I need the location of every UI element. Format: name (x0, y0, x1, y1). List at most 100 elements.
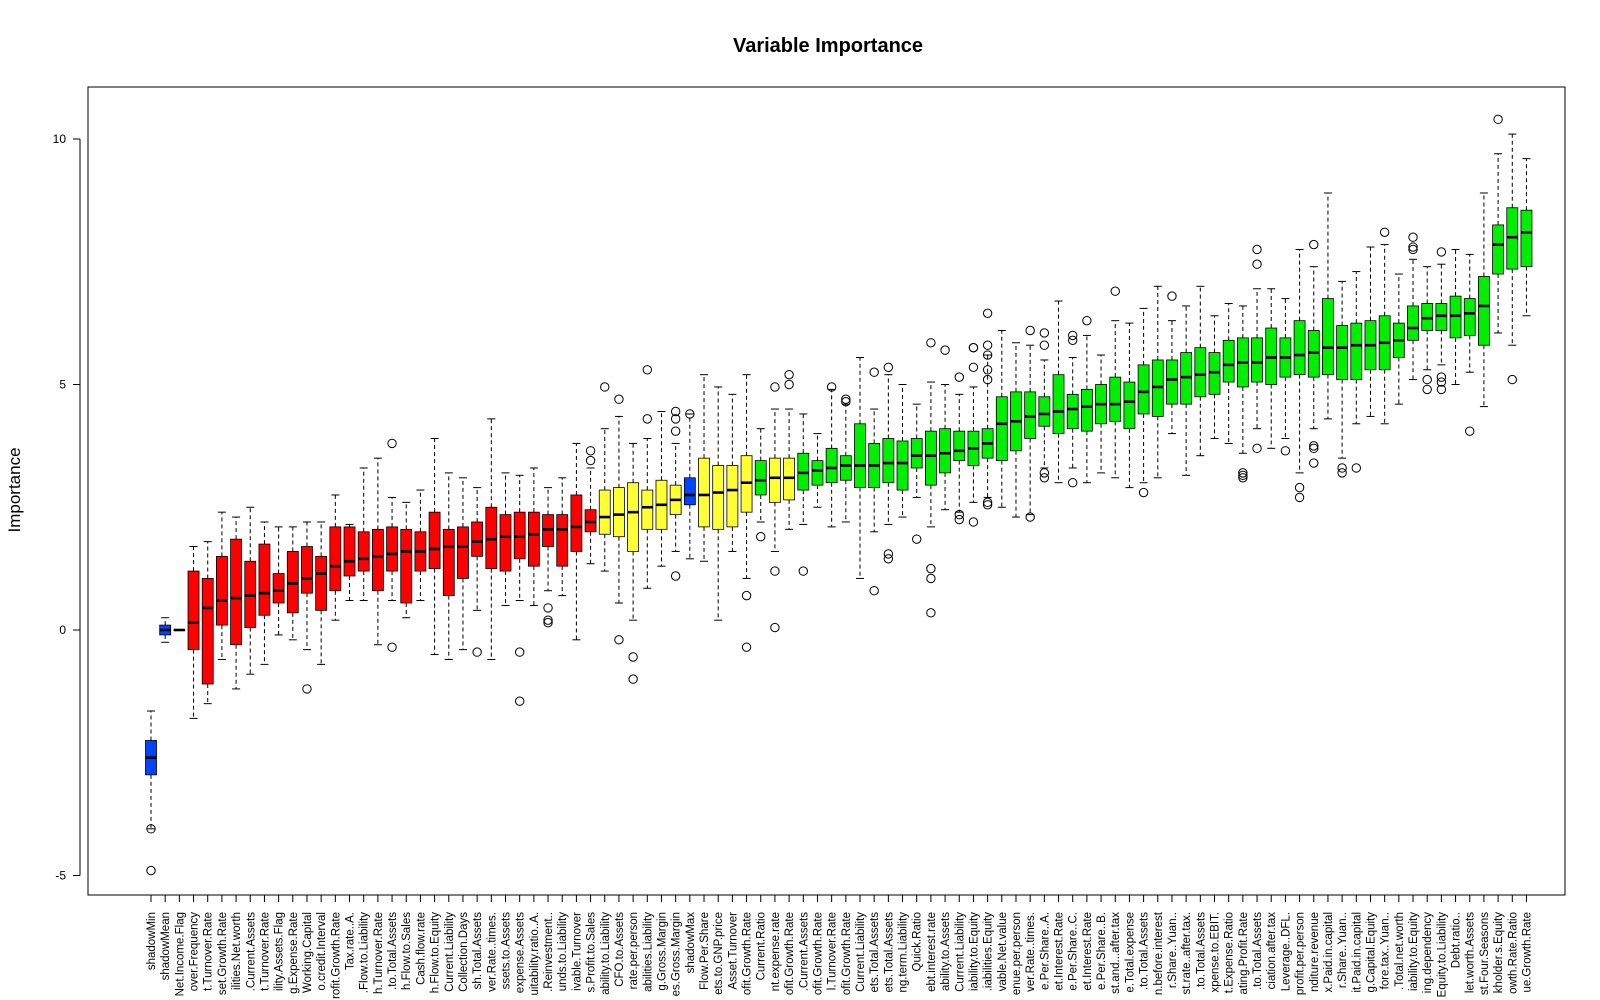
box-5 (215, 511, 228, 660)
outlier-point (1068, 330, 1078, 341)
box-86 (1364, 246, 1377, 417)
box-16 (371, 457, 384, 646)
x-tick-label: sh.Total.Assets (472, 912, 484, 990)
outlier-point (1408, 244, 1418, 255)
x-tick-label: n.before.interest (1153, 911, 1165, 995)
x-tick-label: vable.Net.value (997, 912, 1009, 991)
outlier-point (628, 674, 638, 684)
x-tick-label: e.Total.expense (1124, 912, 1136, 993)
outlier-point (982, 340, 993, 350)
x-tick-label: .to.Total.Assets (1252, 912, 1264, 990)
box-iqr (215, 555, 228, 626)
outlier-point (982, 350, 993, 360)
box-48 (825, 382, 838, 528)
box-94 (1478, 192, 1490, 408)
box-13 (329, 494, 342, 621)
x-tick-label: ebt.interest.rate (926, 912, 938, 992)
outlier-point (1422, 374, 1432, 385)
outlier-point (1068, 478, 1078, 488)
box-7 (244, 506, 257, 675)
x-tick-label: t.Turnover.Rate (203, 912, 215, 991)
box-6 (230, 516, 242, 690)
outlier-point (472, 647, 482, 657)
box-85 (1350, 271, 1363, 473)
box-iqr (939, 428, 951, 474)
box-iqr (910, 438, 923, 469)
box-iqr (315, 555, 328, 611)
x-tick-label: expense.Assets (515, 912, 527, 993)
box-42 (740, 374, 753, 652)
x-tick-label: g.Expense.Rate (288, 912, 300, 994)
box-54 (910, 403, 923, 544)
outlier-point (642, 365, 652, 375)
outlier-point (670, 406, 681, 417)
outlier-point (670, 571, 681, 581)
x-tick-label: ating.Profit.Rate (1238, 912, 1250, 994)
outlier-point (514, 647, 525, 657)
box-iqr (641, 489, 654, 530)
box-iqr (1478, 276, 1490, 346)
box-72 (1166, 291, 1178, 435)
box-50 (854, 356, 866, 579)
box-iqr (1080, 389, 1093, 432)
box-2 (173, 628, 186, 632)
box-55 (925, 338, 937, 618)
box-iqr (1066, 393, 1079, 430)
x-tick-label: e.Per.Share..C. (1068, 912, 1080, 991)
box-iqr (301, 546, 313, 594)
box-91 (1435, 247, 1448, 395)
box-3 (187, 546, 200, 719)
x-tick-label: Quick.Ratio (912, 912, 924, 971)
outlier-point (628, 652, 638, 662)
box-15 (357, 467, 370, 602)
x-tick-label: ofit.Growth.Rate (812, 912, 824, 995)
box-66 (1080, 315, 1093, 484)
outlier-point (543, 603, 553, 613)
box-iqr (1463, 298, 1476, 336)
x-tick-label: uitability.ratio..A. (529, 912, 541, 996)
outlier-point (1252, 244, 1262, 255)
box-76 (1222, 302, 1235, 444)
outlier-point (784, 379, 794, 390)
box-93 (1463, 253, 1476, 436)
box-26 (513, 474, 526, 706)
outlier-point (926, 573, 936, 584)
box-iqr (1194, 347, 1207, 398)
outlier-point (926, 338, 936, 348)
x-tick-label: ing.dependency (1422, 912, 1434, 993)
outlier-point (614, 394, 624, 404)
x-tick-label: rofit.Growth.Rate (330, 912, 342, 999)
box-43 (754, 428, 767, 542)
box-73 (1180, 305, 1193, 476)
box-83 (1322, 192, 1334, 420)
box-14 (343, 523, 356, 602)
x-tick-label: st.rate..after.tax. (1181, 912, 1193, 994)
x-tick-label: Cash.flow.rate (415, 912, 427, 985)
outlier-point (926, 563, 936, 574)
outlier-point (770, 382, 780, 392)
box-iqr (854, 423, 866, 489)
outlier-point (1280, 446, 1291, 456)
outlier-point (387, 642, 397, 652)
box-iqr (1123, 381, 1136, 430)
outlier-point (756, 532, 766, 542)
box-19 (414, 489, 427, 602)
x-tick-label: .iabilities.Equity (983, 912, 995, 992)
outlier-point (1039, 468, 1050, 478)
x-tick-label: ets.Total.Assets (869, 912, 881, 993)
box-iqr (230, 538, 242, 646)
outlier-point (1436, 247, 1447, 257)
outlier-point (770, 622, 780, 633)
box-iqr (556, 514, 569, 567)
x-tick-label: Collection.Days (458, 912, 470, 992)
box-iqr (527, 511, 540, 567)
outlier-point (1337, 463, 1347, 473)
box-58 (967, 342, 980, 527)
x-tick-label: Leverage..DFL. (1280, 912, 1292, 991)
outlier-point (543, 617, 553, 628)
box-90 (1421, 266, 1434, 395)
box-iqr (839, 455, 852, 481)
outlier-point (1238, 473, 1248, 483)
box-64 (1052, 300, 1065, 484)
outlier-point (1039, 328, 1050, 338)
